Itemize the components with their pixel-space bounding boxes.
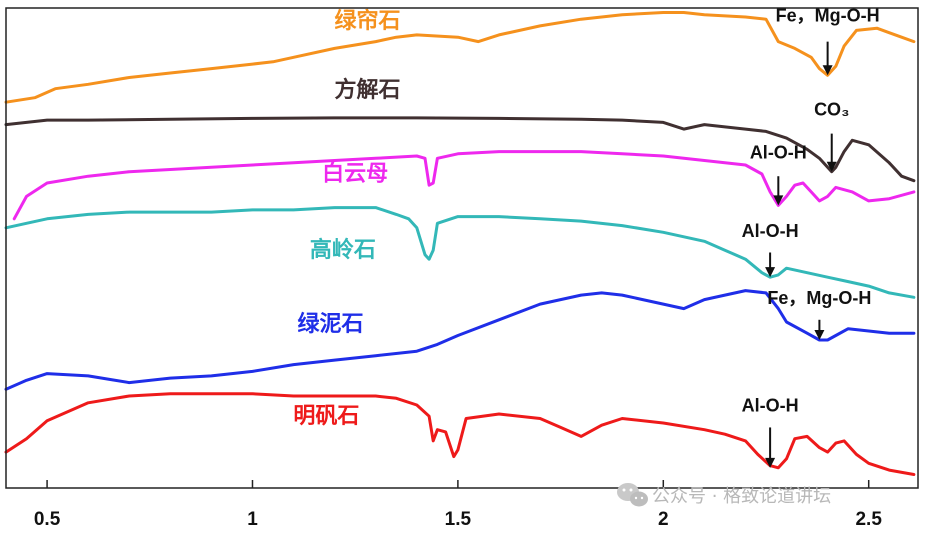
watermark-text: 公众号 · 格致论道讲坛 [652, 486, 831, 507]
annotation-arrow-head-2 [826, 161, 837, 172]
annotation-arrow-head-6 [765, 457, 776, 468]
plot-frame [5, 7, 919, 489]
wechat-icon [617, 483, 648, 507]
series-label-4: 高岭石 [310, 237, 376, 263]
series-line-5 [4, 289, 916, 391]
series-label-3: 白云母 [322, 161, 388, 187]
series-label-1: 绿帘石 [335, 8, 401, 34]
series-line-4 [4, 206, 916, 299]
annotation-arrow-head-1 [822, 65, 833, 76]
annotation-label-2: CO₃ [814, 100, 849, 120]
series-line-2 [4, 116, 916, 183]
annotation-arrow-head-5 [814, 329, 825, 340]
series-label-5: 绿泥石 [298, 311, 364, 337]
x-tick-label-5: 2.5 [855, 509, 882, 530]
annotation-label-1: Fe，Mg-O-H [776, 5, 880, 25]
axis-group: 0.5 1 1.5 2 2.5 [5, 7, 919, 530]
annotation-arrow-head-3 [773, 195, 784, 206]
series-line-1 [4, 11, 916, 104]
series-line-6 [4, 392, 916, 476]
annotation-group: Fe，Mg-O-H CO₃ Al-O-H Al-O-H Fe，Mg-O-H Al-O-H [742, 5, 880, 468]
x-tick-label-4: 2 [658, 509, 669, 530]
series-group [4, 11, 916, 476]
x-tick-label-3: 1.5 [445, 509, 472, 530]
watermark: 公众号 · 格致论道讲坛 [617, 483, 831, 507]
series-line-3 [12, 150, 916, 221]
annotation-label-4: Al-O-H [742, 221, 799, 241]
series-label-6: 明矾石 [293, 404, 359, 429]
series-label-2: 方解石 [335, 77, 401, 103]
annotation-label-6: Al-O-H [742, 396, 799, 416]
x-tick-label-1: 0.5 [34, 509, 61, 530]
annotation-label-3: Al-O-H [750, 142, 807, 162]
annotation-arrow-head-4 [765, 267, 776, 278]
annotation-label-5: Fe，Mg-O-H [767, 288, 871, 308]
x-tick-label-2: 1 [247, 509, 258, 530]
